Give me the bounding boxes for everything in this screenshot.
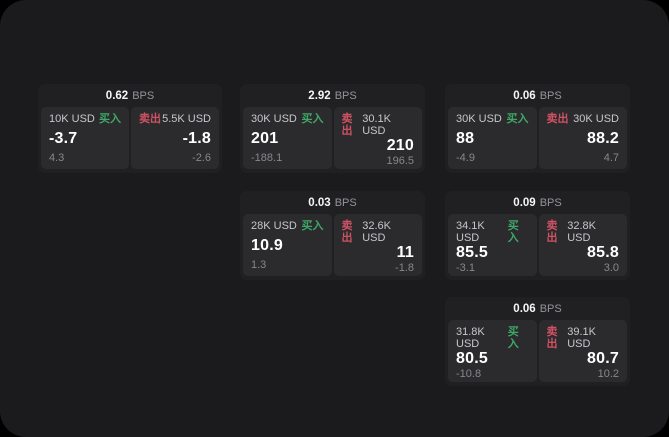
sell-amount: 30K USD	[573, 113, 619, 125]
price-card-1: 0.62 BPS 10K USD 买入 -3.7 4.3 卖出 5.5K USD…	[38, 84, 222, 173]
sell-amount: 5.5K USD	[162, 113, 211, 125]
sell-label: 卖出	[546, 113, 569, 125]
bps-unit-label: BPS	[132, 89, 155, 102]
card-header: 2.92 BPS	[243, 84, 422, 107]
buy-price: 10.9	[251, 236, 283, 254]
buy-tile[interactable]: 30K USD 买入 201 -188.1	[243, 107, 332, 169]
card-body: 30K USD 买入 88 -4.9 卖出 30K USD 88.2 4.7	[448, 107, 627, 169]
buy-amount: 34.1K USD	[456, 220, 485, 244]
buy-price: -3.7	[49, 129, 78, 147]
buy-label: 买入	[507, 326, 519, 350]
sell-tile[interactable]: 卖出 30.1K USD 210 196.5	[333, 107, 422, 169]
sell-price: 85.8	[587, 244, 619, 261]
buy-price: 201	[251, 129, 279, 147]
sell-amount: 30.1K USD	[362, 113, 391, 137]
buy-tile[interactable]: 31.8K USD 买入 80.5 -10.8	[448, 320, 537, 382]
card-header: 0.03 BPS	[243, 191, 422, 214]
card-header: 0.09 BPS	[448, 191, 627, 214]
sell-delta: 196.5	[386, 155, 414, 167]
sell-amount: 32.6K USD	[362, 220, 391, 244]
buy-delta: -3.1	[456, 262, 475, 274]
buy-delta: -10.8	[456, 368, 482, 380]
bps-value: 0.03	[308, 196, 331, 209]
buy-amount: 30K USD	[456, 113, 502, 125]
bps-value: 0.06	[513, 89, 536, 102]
buy-tile[interactable]: 34.1K USD 买入 85.5 -3.1	[448, 214, 537, 276]
buy-amount: 10K USD	[49, 113, 95, 125]
buy-price: 85.5	[456, 244, 488, 261]
buy-label: 买入	[301, 113, 324, 125]
buy-label: 买入	[506, 113, 529, 125]
sell-price: 80.7	[587, 350, 619, 367]
buy-tile[interactable]: 10K USD 买入 -3.7 4.3	[41, 107, 129, 169]
card-header: 0.62 BPS	[41, 84, 219, 107]
sell-tile[interactable]: 卖出 39.1K USD 80.7 10.2	[538, 320, 627, 382]
buy-label: 买入	[507, 220, 519, 244]
buy-delta: 1.3	[251, 259, 267, 271]
sell-delta: 10.2	[597, 368, 619, 380]
price-card-4: 0.03 BPS 28K USD 买入 10.9 1.3 卖出 32.6K US…	[240, 191, 425, 280]
card-body: 28K USD 买入 10.9 1.3 卖出 32.6K USD 11 -1.8	[243, 214, 422, 276]
sell-label: 卖出	[546, 326, 558, 350]
sell-delta: 4.7	[603, 152, 619, 164]
buy-price: 80.5	[456, 350, 488, 367]
sell-label: 卖出	[341, 113, 353, 137]
card-header: 0.06 BPS	[448, 84, 627, 107]
sell-label: 卖出	[546, 220, 558, 244]
buy-delta: -188.1	[251, 152, 283, 164]
sell-price: 88.2	[587, 129, 619, 147]
bps-unit-label: BPS	[539, 302, 562, 315]
sell-delta: -1.8	[395, 262, 414, 274]
sell-delta: -2.6	[192, 152, 211, 164]
bps-value: 0.62	[105, 89, 129, 102]
sell-tile[interactable]: 卖出 30K USD 88.2 4.7	[538, 107, 627, 169]
sell-tile[interactable]: 卖出 32.8K USD 85.8 3.0	[538, 214, 627, 276]
card-body: 31.8K USD 买入 80.5 -10.8 卖出 39.1K USD 80.…	[448, 320, 627, 382]
sell-delta: 3.0	[603, 262, 619, 274]
buy-amount: 28K USD	[251, 220, 297, 232]
sell-tile[interactable]: 卖出 5.5K USD -1.8 -2.6	[131, 107, 219, 169]
bps-unit-label: BPS	[334, 196, 357, 209]
buy-tile[interactable]: 30K USD 买入 88 -4.9	[448, 107, 537, 169]
sell-amount: 39.1K USD	[567, 326, 596, 350]
card-header: 0.06 BPS	[448, 297, 627, 320]
price-card-5: 0.09 BPS 34.1K USD 买入 85.5 -3.1 卖出 32.8K…	[445, 191, 630, 280]
price-card-6: 0.06 BPS 31.8K USD 买入 80.5 -10.8 卖出 39.1…	[445, 297, 630, 386]
price-card-2: 2.92 BPS 30K USD 买入 201 -188.1 卖出 30.1K …	[240, 84, 425, 173]
card-body: 10K USD 买入 -3.7 4.3 卖出 5.5K USD -1.8 -2.…	[41, 107, 219, 169]
bps-unit-label: BPS	[334, 89, 357, 102]
bps-value: 2.92	[308, 89, 331, 102]
buy-price: 88	[456, 129, 475, 147]
card-body: 34.1K USD 买入 85.5 -3.1 卖出 32.8K USD 85.8…	[448, 214, 627, 276]
bps-value: 0.06	[513, 302, 536, 315]
buy-amount: 31.8K USD	[456, 326, 485, 350]
card-body: 30K USD 买入 201 -188.1 卖出 30.1K USD 210 1…	[243, 107, 422, 169]
bps-unit-label: BPS	[539, 89, 562, 102]
sell-price: 11	[396, 244, 414, 261]
sell-price: -1.8	[182, 129, 211, 147]
sell-tile[interactable]: 卖出 32.6K USD 11 -1.8	[333, 214, 422, 276]
sell-amount: 32.8K USD	[567, 220, 596, 244]
buy-delta: 4.3	[49, 152, 65, 164]
buy-label: 买入	[99, 113, 121, 125]
sell-price: 210	[386, 137, 414, 154]
buy-amount: 30K USD	[251, 113, 297, 125]
price-card-3: 0.06 BPS 30K USD 买入 88 -4.9 卖出 30K USD 8…	[445, 84, 630, 173]
bps-unit-label: BPS	[539, 196, 562, 209]
buy-label: 买入	[301, 220, 324, 232]
sell-label: 卖出	[139, 113, 161, 125]
bps-value: 0.09	[513, 196, 536, 209]
sell-label: 卖出	[341, 220, 353, 244]
buy-delta: -4.9	[456, 152, 475, 164]
buy-tile[interactable]: 28K USD 买入 10.9 1.3	[243, 214, 332, 276]
